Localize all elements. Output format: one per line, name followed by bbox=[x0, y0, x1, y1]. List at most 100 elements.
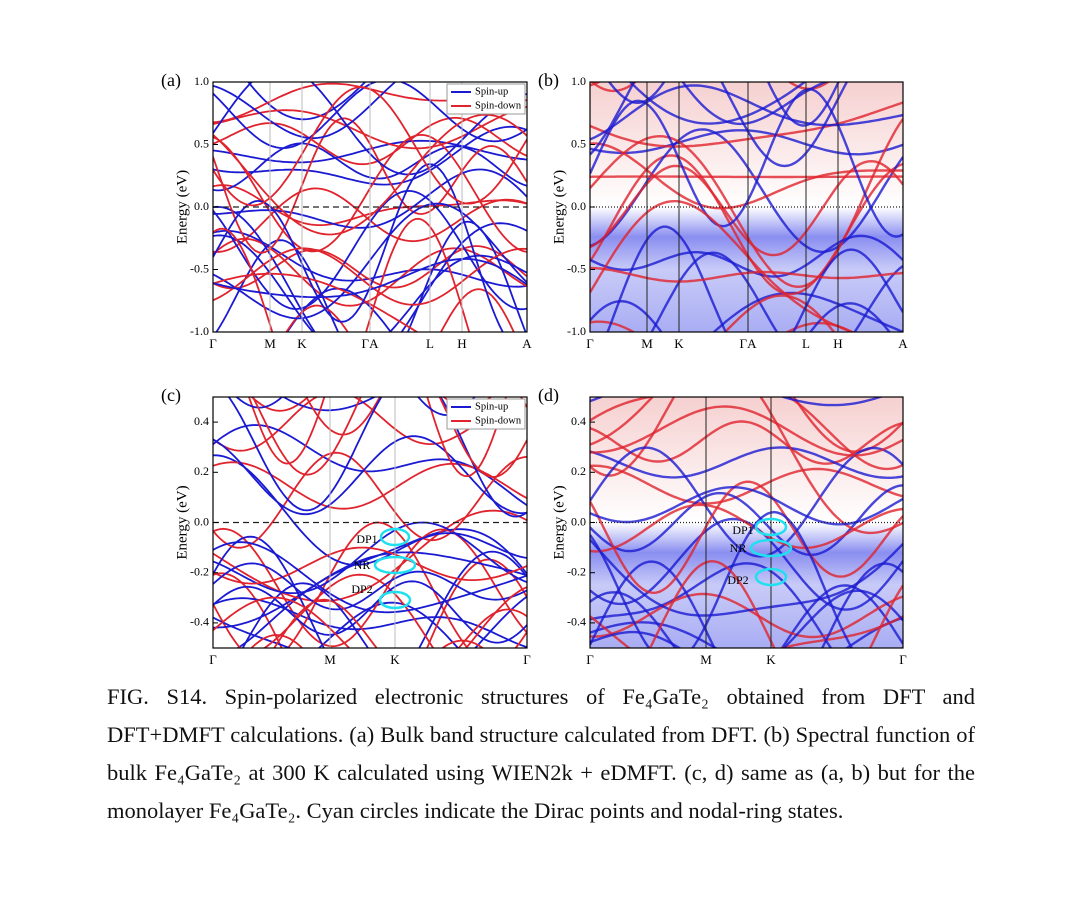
band-curve bbox=[213, 595, 527, 648]
kpoint-label: M bbox=[641, 336, 653, 351]
band-curve bbox=[606, 225, 903, 332]
band-curve bbox=[250, 634, 485, 648]
y-tick-label: 0.2 bbox=[571, 464, 586, 478]
kpoint-label: M bbox=[264, 336, 276, 351]
band-curve bbox=[213, 535, 527, 648]
band-curve bbox=[213, 454, 527, 566]
cyan-circle bbox=[749, 538, 793, 558]
y-tick-label: -0.4 bbox=[190, 615, 209, 629]
kpoint-label: L bbox=[426, 336, 434, 351]
band-curve bbox=[590, 510, 903, 648]
kpoint-label: Γ bbox=[899, 652, 907, 667]
y-tick-label: -0.2 bbox=[190, 564, 209, 578]
y-tick-label: 0.4 bbox=[194, 414, 209, 428]
kpoint-label: ΓA bbox=[740, 336, 758, 351]
legend-label: Spin-down bbox=[475, 100, 522, 111]
legend-label: Spin-up bbox=[475, 401, 508, 412]
panel-label: (c) bbox=[161, 385, 181, 406]
band-curve bbox=[251, 397, 527, 478]
panel-label: (b) bbox=[538, 70, 559, 91]
y-tick-label: -1.0 bbox=[190, 324, 209, 338]
band-curve bbox=[213, 362, 527, 377]
band-curve bbox=[213, 597, 527, 648]
band-curve bbox=[590, 589, 903, 648]
band-curve bbox=[590, 405, 903, 457]
band-curve bbox=[590, 84, 903, 141]
legend-label: Spin-down bbox=[475, 415, 522, 426]
band-curve bbox=[590, 485, 903, 526]
kpoint-label: K bbox=[766, 652, 776, 667]
annotation: DP1 bbox=[732, 523, 753, 537]
y-tick-label: 1.0 bbox=[194, 74, 209, 88]
band-curve bbox=[628, 82, 807, 125]
band-curve bbox=[213, 451, 527, 549]
band-curve bbox=[248, 397, 507, 478]
band-curve bbox=[590, 356, 903, 375]
band-curve bbox=[273, 598, 527, 648]
y-axis-label: Energy (eV) bbox=[174, 170, 190, 244]
y-tick-label: -0.2 bbox=[567, 564, 586, 578]
band-curve bbox=[213, 580, 527, 644]
legend-box bbox=[446, 83, 526, 115]
band-curve bbox=[590, 480, 903, 595]
band-curve bbox=[712, 291, 903, 332]
kpoint-label: Γ bbox=[209, 336, 217, 351]
legend-label: Spin-up bbox=[475, 86, 508, 97]
kpoint-label: L bbox=[802, 336, 810, 351]
kpoint-label: Γ bbox=[586, 336, 594, 351]
band-curve bbox=[590, 234, 903, 278]
band-curve bbox=[213, 562, 527, 611]
y-axis-label: Energy (eV) bbox=[551, 485, 567, 559]
band-curve bbox=[247, 82, 367, 121]
kpoint-label: H bbox=[833, 336, 842, 351]
band-curve bbox=[590, 397, 903, 535]
band-curve bbox=[213, 435, 527, 516]
cyan-circle bbox=[373, 555, 417, 575]
band-curve bbox=[305, 397, 527, 436]
band-curve bbox=[213, 586, 527, 648]
band-curve bbox=[590, 356, 903, 379]
band-curve bbox=[590, 592, 903, 639]
annotation: NR bbox=[354, 558, 371, 572]
band-curve bbox=[590, 299, 891, 332]
legend-box bbox=[446, 398, 526, 430]
y-tick-label: 0.0 bbox=[194, 199, 209, 213]
y-tick-label: 0.0 bbox=[194, 514, 209, 528]
kpoint-label: A bbox=[522, 336, 532, 351]
y-axis-label: Energy (eV) bbox=[551, 170, 567, 244]
band-curve bbox=[590, 560, 903, 648]
kpoint-label: K bbox=[297, 336, 307, 351]
band-curve bbox=[590, 397, 884, 407]
band-curve bbox=[590, 266, 903, 283]
kpoint-label: K bbox=[390, 652, 400, 667]
y-tick-label: 0.5 bbox=[194, 136, 209, 150]
band-curve bbox=[227, 397, 527, 518]
caption: FIG. S14. Spin-polarized electronic stru… bbox=[107, 684, 975, 823]
y-tick-label: 0.0 bbox=[571, 199, 586, 213]
band-curve bbox=[590, 562, 833, 648]
kpoint-label: K bbox=[674, 336, 684, 351]
y-tick-label: -1.0 bbox=[567, 324, 586, 338]
kpoint-label: M bbox=[700, 652, 712, 667]
band-curve bbox=[241, 582, 370, 648]
cyan-circle bbox=[379, 527, 411, 547]
band-curve bbox=[590, 101, 903, 148]
kpoint-label: H bbox=[457, 336, 466, 351]
band-curve bbox=[723, 294, 836, 332]
kpoint-label: Γ bbox=[523, 652, 531, 667]
band-curve bbox=[213, 22, 527, 62]
band-curve bbox=[590, 446, 903, 480]
y-axis-label: Energy (eV) bbox=[174, 485, 190, 559]
band-curve bbox=[590, 464, 903, 505]
band-curve bbox=[285, 288, 515, 332]
kpoint-label: M bbox=[324, 652, 336, 667]
band-curve bbox=[213, 546, 527, 585]
band-curve bbox=[648, 559, 903, 648]
y-tick-label: 0.5 bbox=[571, 136, 586, 150]
band-curve bbox=[213, 551, 527, 629]
figure: Γ M K ΓA L H A1.00.50.0-0.5-1.0(a)Energy (eV)S… bbox=[161, 22, 908, 667]
annotation: NR bbox=[730, 541, 747, 555]
band-curve bbox=[235, 397, 476, 417]
y-tick-label: 0.0 bbox=[571, 514, 586, 528]
